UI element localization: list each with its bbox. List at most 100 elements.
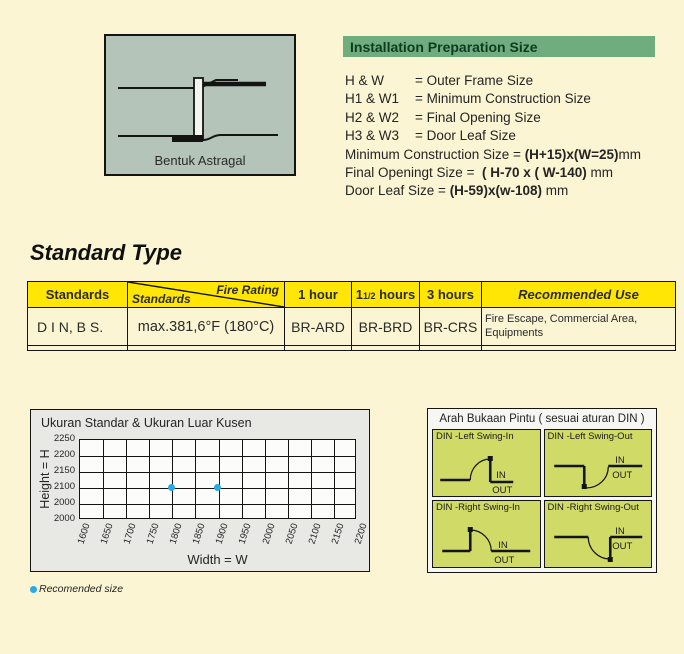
door-swing-section: Arah Bukaan Pintu ( sesuai aturan DIN ) … [427,408,657,573]
grid-line-v [241,440,243,518]
installation-info: H & W = Outer Frame Size H1 & W1 = Minimum … [345,73,680,202]
svg-text:OUT: OUT [612,541,632,552]
x-tick-label: 1850 [190,522,208,546]
x-tick-label: 1900 [213,522,231,546]
col-header-standards: Standards [27,281,128,308]
size-definition-list: H & W = Outer Frame Size H1 & W1 = Minimum … [345,73,680,147]
grid-line-v [149,440,151,518]
x-tick-label: 2100 [306,522,324,546]
x-tick-label: 1650 [98,522,116,546]
diagonal-divider [128,282,284,307]
astragal-section-drawing [118,77,278,142]
astragal-diagram-box: Bentuk Astragal [104,34,296,176]
grid-line-h [80,456,355,457]
svg-text:OUT: OUT [494,555,514,566]
col-header-recommended-use: Recommended Use [481,281,676,308]
x-tick-label: 2050 [283,522,301,546]
chart-title: Ukuran Standar & Ukuran Luar Kusen [41,416,252,430]
svg-text:IN: IN [496,470,506,481]
formula-suffix: mm [541,183,569,199]
grid-line-v [103,440,105,518]
x-tick-label: 1700 [121,522,139,546]
grid-line-v [310,440,312,518]
y-tick-label: 2000 [53,497,75,508]
x-tick-label: 2150 [329,522,347,546]
door-swing-diagram-right-in: IN OUT [442,527,531,566]
col-header-1half-hours: 11/2 hours [351,281,420,308]
door-swing-diagram-right-out: IN OUT [553,526,642,562]
x-tick-label: 1950 [237,522,255,546]
size-formula: Final Openingt Size = ( H-70 x ( W-140) … [345,165,680,183]
door-swing-diagram-left-out: IN OUT [553,455,642,489]
formula-bold: (H-59)x(w-108) [449,183,542,199]
legend-label: Recomended size [39,583,124,595]
col-header-fire-rating-diagonal: Fire Rating Standards [127,281,285,308]
chart-plot-area [79,439,356,519]
y-tick-label: 2250 [53,433,75,444]
size-code: H & W [345,73,384,88]
grid-line-v [218,440,220,518]
cell-1-hour: BR-ARD [284,307,352,346]
table-stub-row [27,345,676,351]
grid-line-v [264,440,266,518]
svg-text:OUT: OUT [612,470,632,481]
size-definition-row: H2 & W2 = Final Opening Size [345,110,680,128]
grid-line-v [172,440,174,518]
size-code: H1 & W1 [345,91,400,107]
grid-line-h [80,504,355,505]
door-swing-cell-left-in: DIN -Left Swing-In IN OUT [432,429,541,497]
x-axis-label: Width = W [187,552,248,567]
formula-suffix: mm [586,164,613,180]
formula-prefix: Door Leaf Size = [345,183,450,199]
size-code: H3 & W3 [345,128,400,144]
size-formula: Door Leaf Size = (H-59)x(w-108) mm [345,183,680,201]
x-tick-label: 2000 [260,522,278,546]
door-swing-label: DIN -Left Swing-Out [547,431,633,442]
y-tick-label: 2100 [53,481,75,492]
formula-bold: ( H-70 x ( W-140) [481,164,587,180]
svg-text:IN: IN [498,540,508,551]
data-point [167,483,175,491]
size-code: H2 & W2 [345,109,400,125]
standard-type-heading: Standard Type [30,240,182,265]
formula-bold: (H+15)x(W=25) [524,146,619,162]
grid-line-v [287,440,289,518]
cell-standards: D I N, B S. [27,307,128,346]
x-tick-label: 2200 [352,522,370,546]
col-header-3-hours: 3 hours [419,281,482,308]
grid-line-v [333,440,335,518]
size-definition-row: H & W = Outer Frame Size [345,73,680,91]
size-chart: Ukuran Standar & Ukuran Luar Kusen Heigh… [30,409,370,572]
size-definition-row: H3 & W3 = Door Leaf Size [345,128,680,146]
size-definition-row: H1 & W1 = Minimum Construction Size [345,91,680,109]
door-swing-label: DIN -Left Swing-In [436,431,514,442]
size-meaning: = Outer Frame Size [415,73,534,88]
svg-text:OUT: OUT [492,485,512,495]
size-meaning: = Final Opening Size [415,109,541,125]
door-swing-cell-right-out: DIN -Right Swing-Out IN OUT [543,500,652,568]
size-formula-list: Minimum Construction Size = (H+15)x(W=25… [345,147,680,202]
door-swing-title: Arah Bukaan Pintu ( sesuai aturan DIN ) [439,413,645,425]
y-tick-label: 2150 [53,465,75,476]
installation-title: Installation Preparation Size [350,38,538,55]
diagonal-label-fire-rating: Fire Rating [216,283,279,297]
formula-prefix: Final Openingt Size = [345,164,482,180]
grid-line-h [80,472,355,473]
svg-text:IN: IN [615,455,625,466]
x-tick-label: 1800 [167,522,185,546]
col-header-1-hour: 1 hour [284,281,352,308]
chart-legend: Recomended size [30,583,123,595]
cell-1half-hours: BR-BRD [351,307,420,346]
fire-rating-table: Standards Fire Rating Standards 1 hour 1… [27,281,676,351]
door-swing-grid: DIN -Left Swing-In IN OUT DIN -Left Swing-O… [432,429,652,568]
table-row: D I N, B S. max.381,6°F (180°C) BR-ARD B… [27,307,676,346]
door-swing-label: DIN -Right Swing-Out [547,502,639,513]
formula-suffix: mm [618,146,641,162]
size-meaning: = Door Leaf Size [415,128,516,144]
size-formula: Minimum Construction Size = (H+15)x(W=25… [345,147,680,165]
door-swing-cell-left-out: DIN -Left Swing-Out IN OUT [543,429,652,497]
x-tick-label: 1750 [144,522,162,546]
size-meaning: = Minimum Construction Size [415,91,591,107]
grid-line-v [195,440,197,518]
